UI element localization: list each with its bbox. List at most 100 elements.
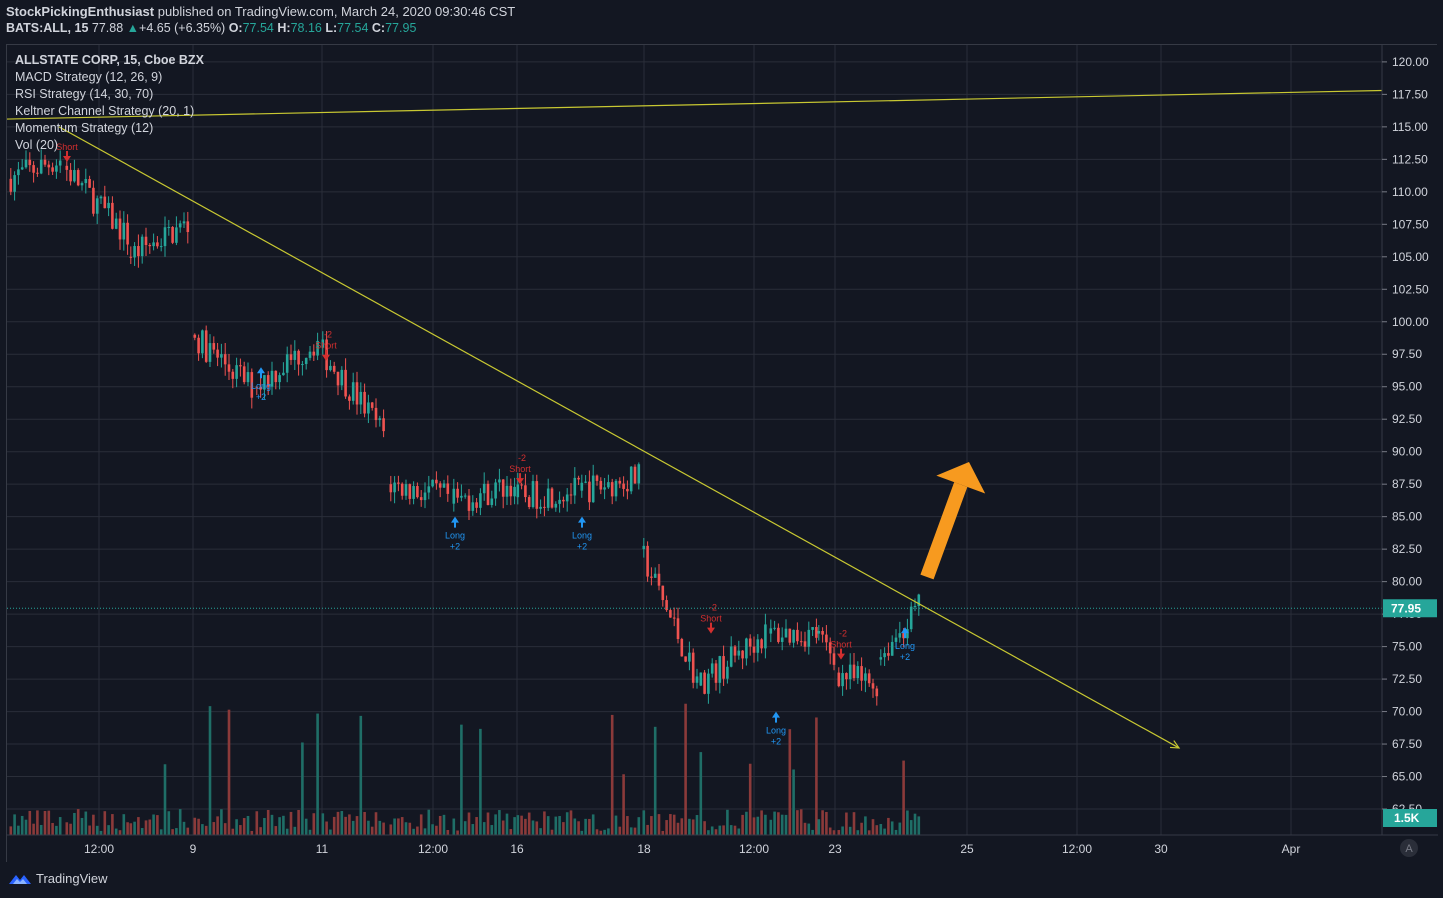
volume-bar [193, 817, 197, 835]
volume-bar [197, 818, 200, 835]
candle-body [397, 482, 400, 484]
last-price-badge [1383, 599, 1437, 618]
auto-scale-label: A [1405, 843, 1413, 855]
volume-bar [848, 826, 852, 835]
volume-bar [293, 826, 297, 835]
candle-body [902, 633, 905, 639]
candle-body [745, 638, 748, 659]
volume-bar [509, 829, 513, 835]
volume-bar [622, 774, 625, 835]
candle-body [92, 187, 95, 214]
candle-body [274, 370, 278, 383]
candle-body [595, 475, 599, 481]
candle-body [498, 479, 501, 483]
candle-body [539, 506, 542, 509]
volume-bar [584, 818, 587, 835]
legend-macd[interactable]: MACD Strategy (12, 26, 9) [15, 70, 163, 84]
candle-body [122, 222, 126, 240]
tradingview-logo-icon[interactable] [8, 872, 32, 886]
price-tick-label: 115.00 [1392, 120, 1428, 134]
volume-bar [389, 824, 393, 835]
candle-body [864, 673, 867, 681]
candle-body [43, 159, 47, 165]
candle-body [584, 481, 587, 483]
volume-bar [227, 709, 231, 835]
candle-body [17, 169, 20, 176]
candle-body [344, 369, 347, 397]
volume-bar [699, 752, 703, 835]
chart-area[interactable]: Short Long +2 -2 Short Long +2 -2 Short Long +2 -2 S… [6, 44, 1438, 863]
volume-bar [397, 818, 400, 835]
candle-body [841, 673, 844, 687]
time-tick-label: 11 [316, 842, 329, 856]
long-signal-arrow-icon [901, 627, 909, 639]
candle-body [475, 502, 478, 508]
volume-bar [554, 816, 558, 835]
volume-bar [773, 811, 776, 835]
candle-body [442, 483, 446, 488]
candle-body [452, 488, 456, 504]
volume-bar [832, 830, 836, 835]
candle-body [657, 573, 661, 586]
candle-body [811, 627, 814, 630]
candle-body [378, 418, 382, 421]
short-signal-arrow-icon [63, 150, 71, 162]
long-signal-arrow-icon [257, 367, 265, 379]
legend-series[interactable]: ALLSTATE CORP, 15, Cboe BZX [15, 53, 204, 67]
price-tick-label: 75.00 [1392, 640, 1422, 654]
volume-bar [486, 812, 490, 835]
volume-value-label: 1.5K [1394, 811, 1420, 825]
candle-body [825, 634, 828, 643]
volume-bar [864, 816, 867, 835]
price-tick-label: 72.50 [1392, 672, 1422, 686]
candle-body [412, 486, 415, 499]
candle-body [879, 657, 883, 660]
time-tick-label: 16 [510, 842, 524, 856]
price-tick-label: 70.00 [1392, 705, 1422, 719]
volume-bar [427, 809, 431, 835]
candle-body [887, 653, 890, 656]
volume-bar [255, 811, 259, 835]
candle-body [629, 466, 633, 492]
candle-body [733, 646, 737, 656]
time-axis: 12:00 9 11 12:00 16 18 12:00 23 25 12:00 30 Apr A [7, 834, 1438, 863]
candle-body [259, 386, 262, 390]
candle-body [270, 370, 274, 387]
volume-bar [114, 828, 118, 835]
auto-scale-button[interactable] [1400, 839, 1418, 857]
candle-body [769, 628, 773, 634]
candle-body [20, 167, 24, 170]
candle-body [642, 545, 646, 550]
author-name[interactable]: StockPickingEnthusiast [6, 4, 155, 19]
brand-name[interactable]: TradingView [36, 871, 108, 886]
candle-body [618, 480, 622, 484]
candle-body [266, 375, 270, 387]
volume-bar [204, 825, 208, 835]
footer: TradingView [8, 871, 108, 886]
volume-bar [348, 814, 351, 835]
volume-bar [898, 822, 902, 835]
candle-body [47, 164, 51, 168]
annotation [920, 462, 986, 580]
candle-body [208, 343, 212, 362]
volume-bar [591, 814, 595, 835]
price-tick-label: 87.50 [1392, 477, 1422, 491]
candle-body [370, 402, 374, 408]
low-label: L: [325, 21, 338, 35]
candle-body [543, 506, 546, 508]
volume-bar [902, 760, 905, 835]
volume-bar [471, 824, 475, 835]
legend-rsi[interactable]: RSI Strategy (14, 30, 70) [15, 87, 154, 101]
volume-bar [661, 830, 665, 835]
candle-body [446, 483, 450, 494]
legend-volume[interactable]: Vol (20) [15, 138, 59, 152]
chart-svg[interactable]: ShortLong+2-2ShortLong+2-2ShortLong+2-2S… [6, 45, 1438, 863]
candle-body [856, 666, 860, 679]
volume-bar [691, 819, 695, 835]
volume-bar [562, 822, 565, 835]
legend-keltner[interactable]: Keltner Channel Strategy (20, 1) [15, 104, 195, 118]
volume-bar [610, 714, 614, 835]
volume-bar [748, 763, 752, 835]
legend-momentum[interactable]: Momentum Strategy (12) [15, 121, 154, 135]
volume-bar [92, 814, 95, 835]
